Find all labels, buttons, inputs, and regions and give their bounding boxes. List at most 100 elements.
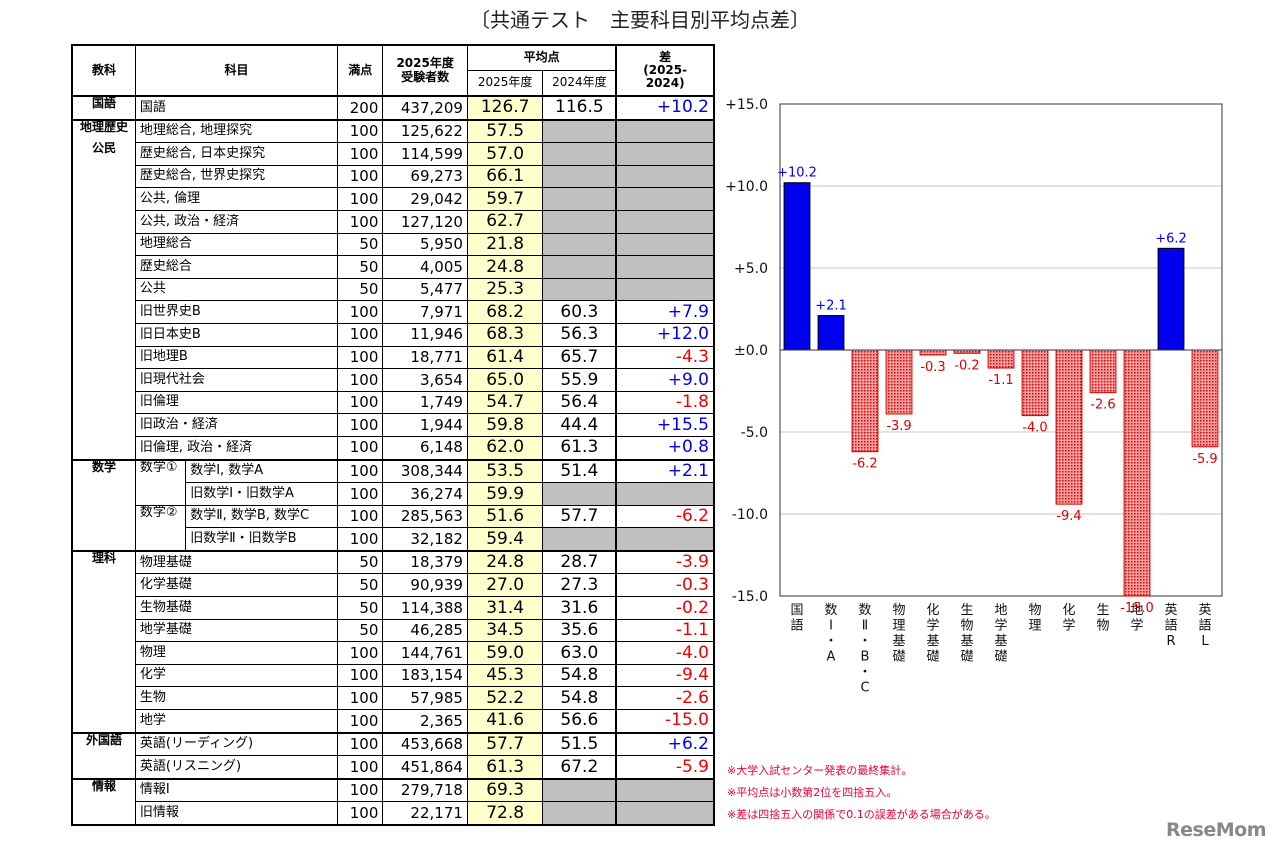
avg-2025: 59.7 xyxy=(466,187,544,211)
diff: -6.2 xyxy=(615,504,715,529)
avg-2024: 51.5 xyxy=(542,731,617,757)
bar xyxy=(1191,349,1219,448)
examinees: 451,864 xyxy=(382,755,468,780)
x-tick-label: 英語 R xyxy=(1164,603,1177,649)
subgroup-label: 数学① xyxy=(134,458,187,506)
avg-2024: 57.7 xyxy=(542,504,617,529)
header-cell: 科目 xyxy=(134,44,339,97)
full-marks: 100 xyxy=(337,435,384,461)
x-tick-label: 生物基礎 xyxy=(960,603,973,665)
diff: -1.8 xyxy=(615,390,715,415)
bar xyxy=(885,349,913,415)
table-row: 旧世界史B 100 7,971 68.2 60.3 +7.9 xyxy=(72,300,715,324)
bar xyxy=(919,349,947,356)
avg-2024: 51.4 xyxy=(542,458,617,484)
x-tick-label: 化学基礎 xyxy=(926,603,939,665)
avg-2024: 116.5 xyxy=(542,95,617,121)
table-row: 生物 100 57,985 52.2 54.8 -2.6 xyxy=(72,686,715,711)
full-marks: 100 xyxy=(337,686,384,711)
full-marks: 100 xyxy=(337,801,384,826)
header-cell: 教科 xyxy=(71,44,136,97)
subject: 数学Ⅱ, 数学B, 数学C xyxy=(185,504,339,529)
examinees: 2,365 xyxy=(382,709,468,734)
table-body: 教科 科目 満点 2025年度 受験者数 平均点差 (2025- 2024) 2025年度 202… xyxy=(71,44,715,827)
text-line: 差 xyxy=(659,49,672,64)
full-marks: 100 xyxy=(337,755,384,780)
avg-2025: 65.0 xyxy=(466,368,544,392)
x-tick-label: 物理基礎 xyxy=(892,603,905,665)
text-line: 地理歴史 xyxy=(79,119,128,134)
avg-2025: 57.5 xyxy=(466,118,544,144)
subject: 地理総合 xyxy=(134,232,339,257)
table-row: 数学② 数学Ⅱ, 数学B, 数学C 100 285,563 51.6 57.7 -6.2 xyxy=(72,504,715,552)
subject: 物理基礎 xyxy=(134,549,339,575)
value-label: -1.1 xyxy=(988,373,1013,388)
subject: 地学 xyxy=(134,709,339,734)
value-label: -5.9 xyxy=(1192,452,1217,467)
avg-2025: 57.7 xyxy=(466,731,544,757)
y-tick-label: +15.0 xyxy=(725,97,768,113)
text-line: 外国語 xyxy=(85,732,122,747)
text-line: 情報 xyxy=(91,778,116,793)
score-table: 教科 科目 満点 2025年度 受験者数 平均点差 (2025- 2024) 2025年度 202… xyxy=(71,44,715,827)
avg-2025: 27.0 xyxy=(466,573,544,598)
bar xyxy=(1089,349,1117,394)
page-title: 〔共通テスト 主要科目別平均点差〕 xyxy=(470,8,810,32)
full-marks: 50 xyxy=(337,573,384,598)
avg-2025: 53.5 xyxy=(466,458,544,484)
full-marks: 100 xyxy=(337,118,384,144)
table-row: 旧地理B 100 18,771 61.4 65.7 -4.3 xyxy=(72,345,715,370)
table-row: 国語 国語 200 437,209 126.7 116.5 +10.2 xyxy=(71,95,715,121)
text-line: 公民 xyxy=(91,140,116,155)
examinees: 183,154 xyxy=(382,663,468,688)
empty-cell xyxy=(615,777,715,803)
examinees: 1,749 xyxy=(382,390,468,415)
header-cell: 2025年度 xyxy=(466,70,544,97)
avg-2024: 61.3 xyxy=(542,435,617,461)
full-marks: 100 xyxy=(337,504,384,529)
subject: 旧日本史B xyxy=(134,322,339,347)
subject: 歴史総合 xyxy=(134,255,339,279)
avg-2025: 126.7 xyxy=(466,95,544,121)
value-label: -6.2 xyxy=(852,457,877,472)
text-line: 理科 xyxy=(91,550,116,565)
value-label: -0.2 xyxy=(954,358,979,373)
empty-cell xyxy=(542,482,617,506)
table-row: 地理歴史 公民 地理総合, 地理探究 100 125,622 57.5 xyxy=(71,118,715,461)
avg-2025: 59.8 xyxy=(466,413,544,437)
x-tick-label: 国語 xyxy=(790,603,803,634)
header-cell: 平均点 xyxy=(466,44,617,71)
value-label: -0.3 xyxy=(920,360,945,375)
full-marks: 100 xyxy=(337,164,384,189)
value-label: -9.4 xyxy=(1056,509,1081,524)
group-label: 数学 xyxy=(71,458,136,552)
subgroup-label: 数学② xyxy=(134,504,187,552)
bar xyxy=(783,182,811,351)
table-row: 理科 物理基礎 50 18,379 24.8 28.7 -3.9 xyxy=(71,549,715,734)
group-label: 外国語 xyxy=(71,731,136,780)
value-label: +10.2 xyxy=(777,166,817,181)
text-line: 受験者数 xyxy=(401,69,450,84)
header-cell: 2024年度 xyxy=(542,70,617,97)
empty-cell xyxy=(542,232,617,257)
table-row: 地学基礎 50 46,285 34.5 35.6 -1.1 xyxy=(72,618,715,643)
subject: 数学Ⅰ, 数学A xyxy=(185,458,339,484)
full-marks: 100 xyxy=(337,709,384,734)
bar xyxy=(1123,349,1151,597)
avg-2024: 28.7 xyxy=(542,549,617,575)
empty-cell xyxy=(542,164,617,189)
avg-2024: 67.2 xyxy=(542,755,617,780)
subject: 公共, 政治・経済 xyxy=(134,209,339,234)
full-marks: 100 xyxy=(337,731,384,757)
text-line: 2025年度 xyxy=(396,56,454,71)
diff: -4.0 xyxy=(615,641,715,665)
y-tick-label: +5.0 xyxy=(734,261,768,277)
table-row: 旧倫理 100 1,749 54.7 56.4 -1.8 xyxy=(72,390,715,415)
diff: -9.4 xyxy=(615,663,715,688)
table-row: 化学 100 183,154 45.3 54.8 -9.4 xyxy=(72,663,715,688)
empty-cell xyxy=(542,777,617,803)
full-marks: 200 xyxy=(337,95,384,121)
header-row: 教科 科目 満点 2025年度 受験者数 平均点差 (2025- 2024) xyxy=(71,44,715,97)
text-line: 2024) xyxy=(645,76,685,91)
value-label: -2.6 xyxy=(1090,398,1115,413)
